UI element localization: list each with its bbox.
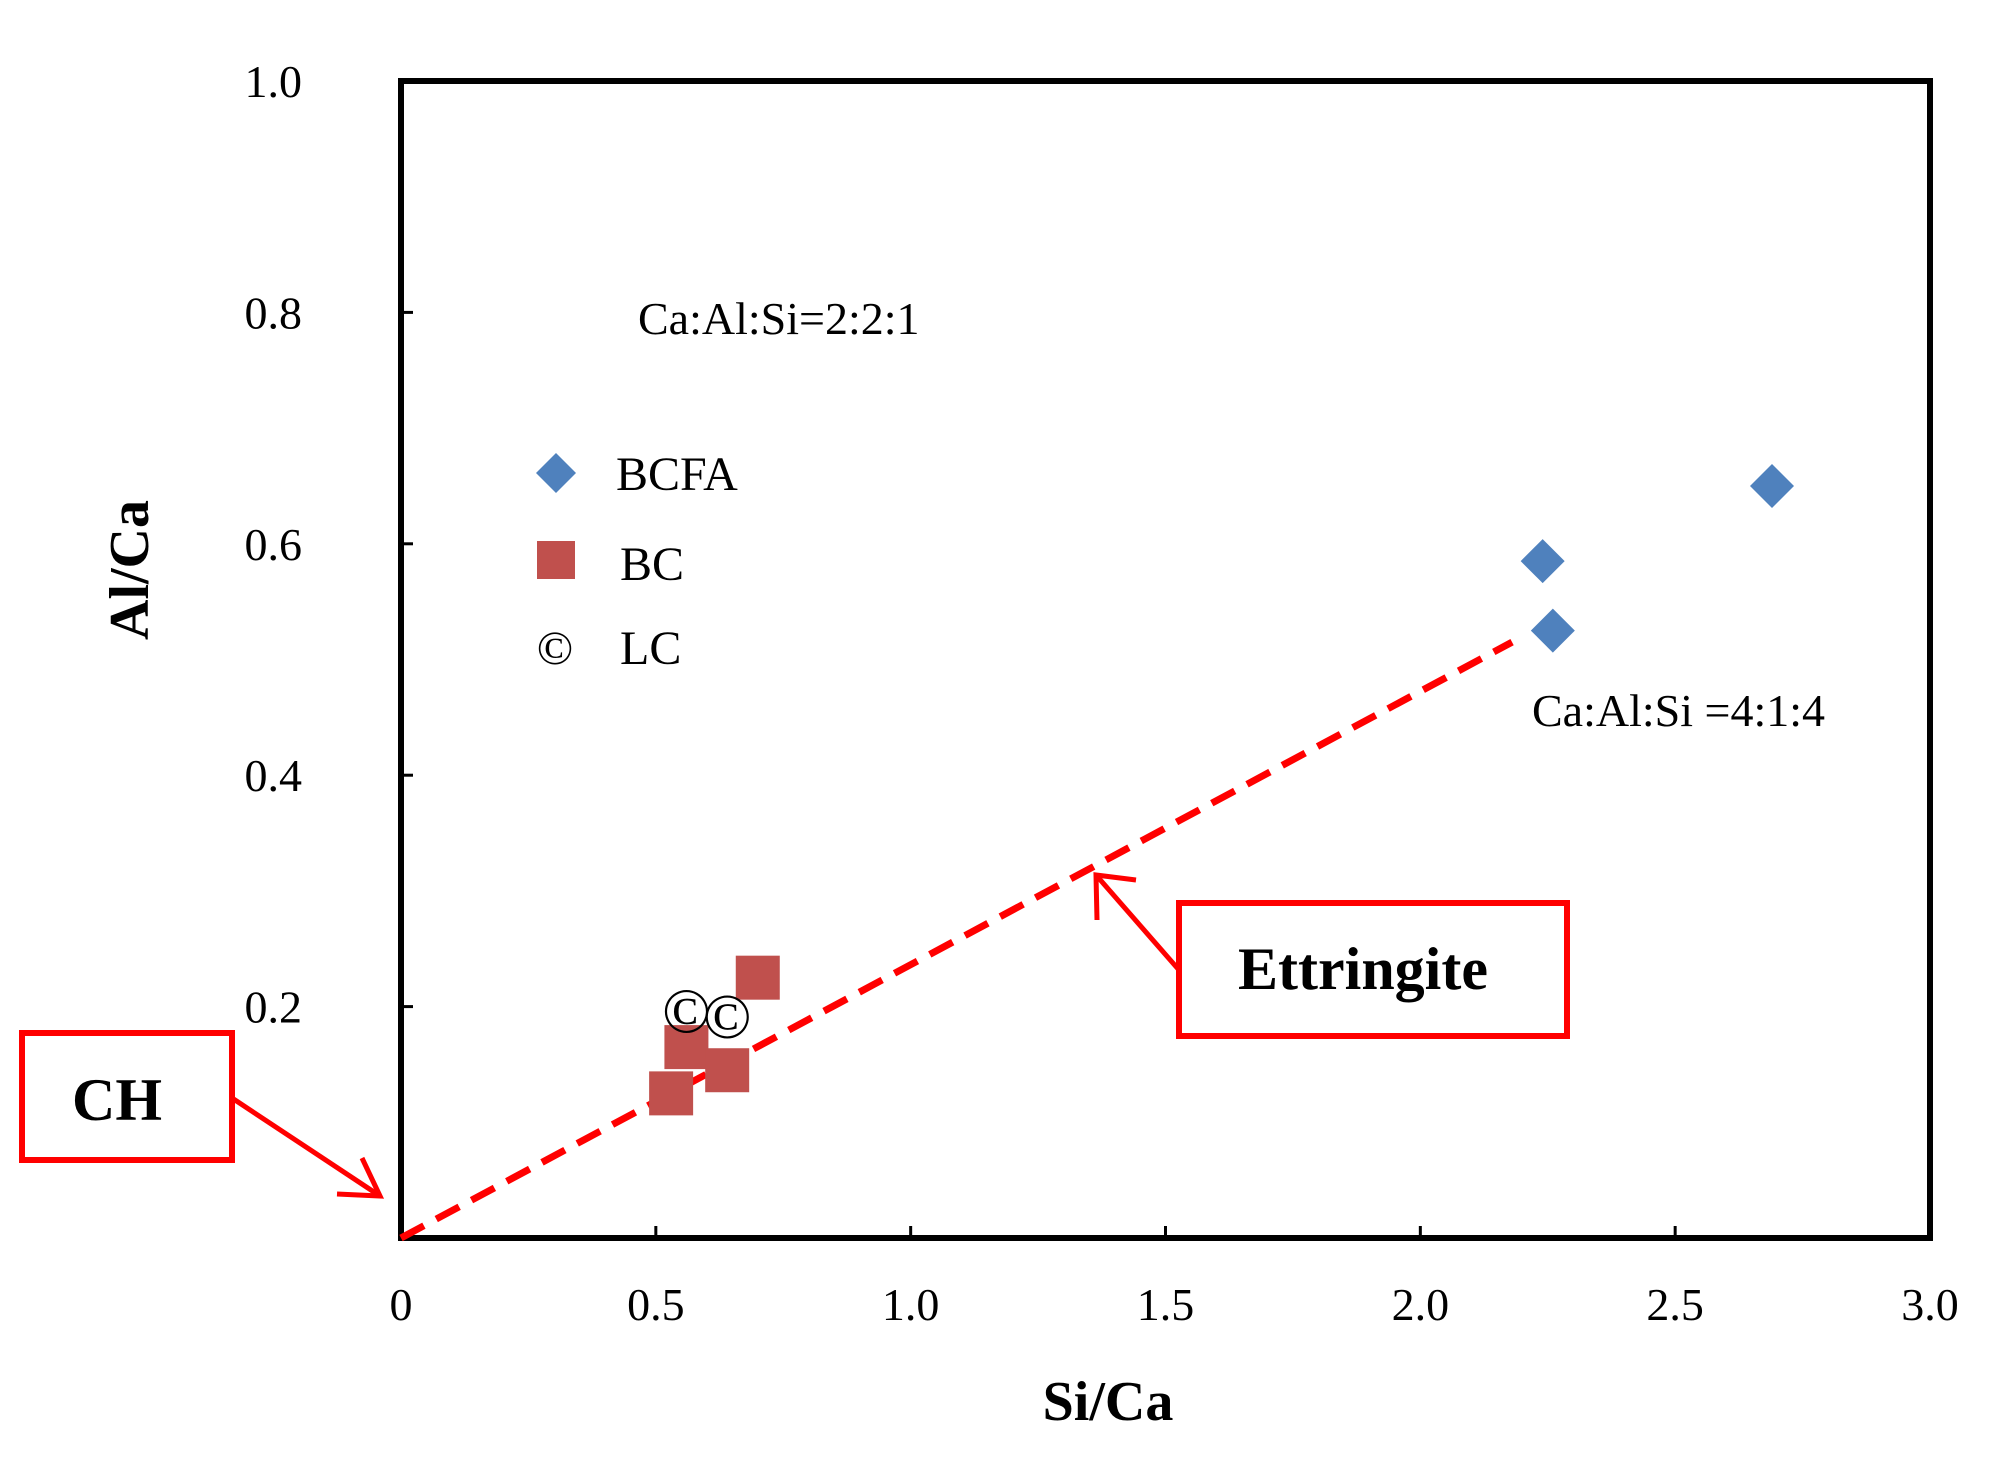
- annotation-ratio-221: Ca:Al:Si=2:2:1: [638, 293, 920, 344]
- callout-ch: CH: [19, 1030, 385, 1199]
- data-points: ©©: [649, 463, 1795, 1116]
- point-bcfa: [1530, 608, 1575, 653]
- x-axis: 0 0.5 1.0 1.5 2.0 2.5 3.0: [390, 1226, 1959, 1330]
- point-bcfa: [1520, 539, 1565, 584]
- x-tick-label: 2.0: [1392, 1279, 1450, 1330]
- point-bc: [735, 955, 780, 1000]
- callout-ch-label: CH: [72, 1067, 162, 1133]
- legend-label-bc: BC: [620, 538, 684, 591]
- x-tick-label: 0.5: [627, 1279, 685, 1330]
- legend-marker-bcfa: [536, 453, 576, 493]
- annotation-ratio-414: Ca:Al:Si =4:1:4: [1532, 685, 1825, 736]
- x-tick-label: 1.0: [882, 1279, 940, 1330]
- y-tick-label: 0.6: [245, 519, 303, 570]
- y-tick-label: 1.0: [245, 56, 303, 107]
- y-axis-title: Al/Ca: [99, 500, 161, 640]
- legend-label-lc: LC: [620, 622, 681, 675]
- y-tick-label: 0.2: [245, 982, 303, 1033]
- legend: BCFA BC © LC: [536, 448, 738, 675]
- x-tick-label: 2.5: [1646, 1279, 1704, 1330]
- y-axis: 0.2 0.4 0.6 0.8 1.0: [245, 56, 413, 1033]
- legend-label-bcfa: BCFA: [616, 448, 738, 501]
- x-tick-label: 0: [390, 1279, 413, 1330]
- callout-ch-arrowhead: [336, 1156, 385, 1199]
- x-axis-title: Si/Ca: [1043, 1371, 1174, 1433]
- point-lc: ©: [703, 981, 752, 1052]
- callout-ettringite-label: Ettringite: [1238, 936, 1488, 1002]
- callout-ettringite-box: [1176, 900, 1570, 1039]
- callout-ettringite-arrowhead: [1093, 872, 1137, 921]
- legend-marker-lc: ©: [537, 622, 573, 675]
- callout-ch-arrow: [230, 1095, 382, 1199]
- point-bc: [649, 1071, 694, 1116]
- callout-ettringite-arrow: [1094, 873, 1181, 972]
- plot-area: [398, 78, 1933, 1241]
- ettringite-reference-line: [399, 639, 1514, 1242]
- point-lc: ©: [662, 975, 711, 1046]
- y-tick-label: 0.4: [245, 750, 303, 801]
- callout-ch-box: [19, 1030, 235, 1163]
- x-tick-label: 1.5: [1137, 1279, 1195, 1330]
- point-bc: [664, 1025, 709, 1070]
- point-bc: [705, 1048, 750, 1093]
- legend-marker-bc: [537, 541, 575, 579]
- y-tick-label: 0.8: [245, 287, 303, 338]
- x-tick-label: 3.0: [1901, 1279, 1959, 1330]
- point-bcfa: [1750, 463, 1795, 508]
- callout-ettringite: Ettringite: [1093, 872, 1570, 1039]
